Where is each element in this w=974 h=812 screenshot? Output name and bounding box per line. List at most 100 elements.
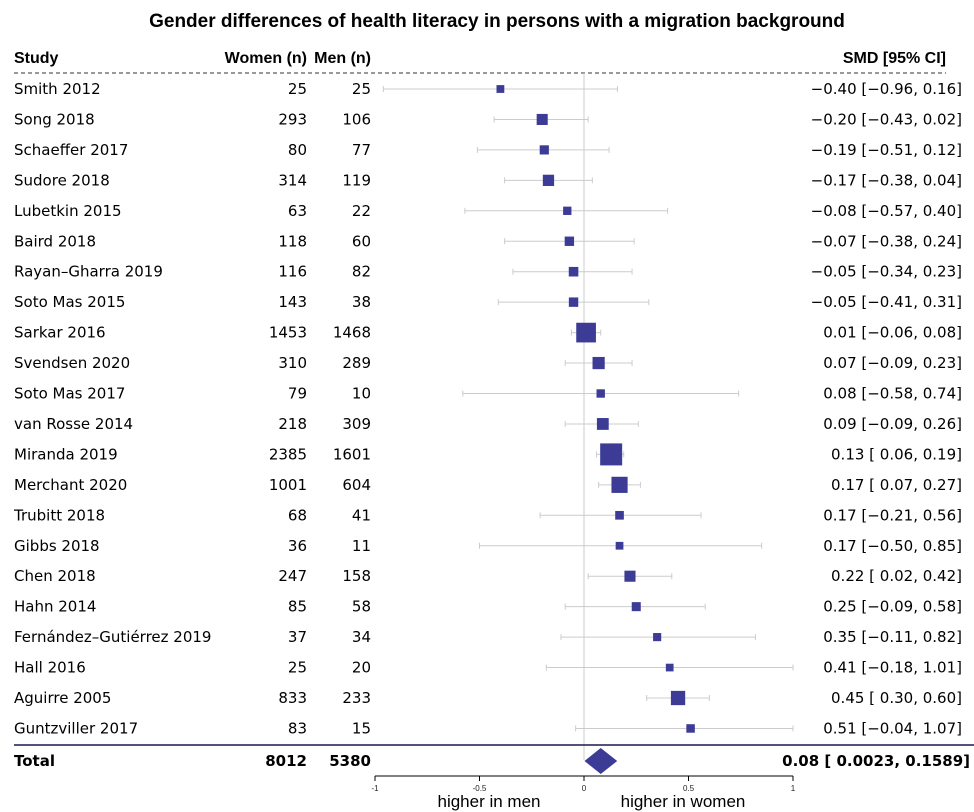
women-n: 247 [278,567,307,585]
women-n: 79 [288,385,307,403]
study-row: Trubitt 2018 68 41 0.17 [−0.21, 0.56] [13,506,962,524]
study-name: Guntzviller 2017 [14,719,138,737]
smd-ci-text: −0.05 [−0.34, 0.23] [811,263,962,281]
point-estimate [686,724,695,733]
men-n: 38 [352,293,371,311]
men-n: 289 [342,354,371,372]
point-estimate [615,510,624,520]
study-name: Trubitt 2018 [13,506,105,524]
pooled-estimate-diamond [584,748,618,774]
women-n: 80 [288,141,307,159]
study-row: Sudore 2018 314 119 −0.17 [−0.38, 0.04] [14,171,962,189]
women-n: 25 [288,659,307,677]
men-n: 60 [352,232,371,250]
smd-ci-text: 0.35 [−0.11, 0.82] [823,628,962,646]
total-label: Total [14,752,55,770]
study-row: Gibbs 2018 36 11 0.17 [−0.50, 0.85] [14,537,962,555]
men-n: 10 [352,385,371,403]
study-name: Hahn 2014 [14,598,96,616]
x-axis-ticks: -1 -0.5 0 0.5 1 [371,776,796,793]
women-n: 37 [288,628,307,646]
women-n: 1453 [269,324,307,342]
x-tick-label: 0.5 [683,784,695,793]
study-name: Fernández–Gutiérrez 2019 [14,628,211,646]
women-n: 314 [278,171,307,189]
x-tick-label: -0.5 [473,784,487,793]
men-n: 158 [342,567,371,585]
axis-label-left: higher in men [437,792,540,811]
men-n: 82 [352,263,371,281]
header-smd: SMD [95% CI] [843,50,946,67]
men-n: 309 [342,415,371,433]
point-estimate [600,443,623,466]
smd-ci-text: 0.09 [−0.09, 0.26] [823,415,962,433]
smd-ci-text: −0.17 [−0.38, 0.04] [811,171,962,189]
men-n: 119 [342,171,371,189]
women-n: 118 [278,232,307,250]
men-n: 15 [352,719,371,737]
study-name: Merchant 2020 [14,476,127,494]
point-estimate [564,236,575,246]
study-row: Aguirre 2005 833 233 0.45 [ 0.30, 0.60] [14,689,962,707]
smd-ci-text: 0.25 [−0.09, 0.58] [823,598,962,616]
header-women: Women (n) [225,50,307,67]
point-estimate [624,570,636,582]
men-n: 22 [352,202,371,220]
men-n: 233 [342,689,371,707]
total-men: 5380 [329,752,371,770]
study-name: Aguirre 2005 [14,689,111,707]
smd-ci-text: 0.22 [ 0.02, 0.42] [831,567,962,585]
study-rows: Smith 2012 25 25 −0.40 [−0.96, 0.16] Song 20… [13,80,962,737]
women-n: 25 [288,80,307,98]
study-name: Schaeffer 2017 [14,141,128,159]
study-name: Sudore 2018 [14,171,110,189]
study-row: Fernández–Gutiérrez 2019 37 34 0.35 [−0.11,… [14,628,962,646]
study-name: Gibbs 2018 [14,537,100,555]
smd-ci-text: 0.17 [−0.21, 0.56] [823,506,962,524]
x-tick-label: 1 [791,784,796,793]
point-estimate [592,356,605,370]
study-row: Hall 2016 25 20 0.41 [−0.18, 1.01] [14,659,962,677]
study-name: Hall 2016 [14,659,86,677]
study-row: Soto Mas 2017 79 10 0.08 [−0.58, 0.74] [14,385,962,403]
point-estimate [665,663,674,672]
study-name: Chen 2018 [14,567,96,585]
smd-ci-text: 0.45 [ 0.30, 0.60] [831,689,962,707]
study-row: Miranda 2019 2385 1601 0.13 [ 0.06, 0.19] [14,443,962,466]
smd-ci-text: 0.01 [−0.06, 0.08] [823,324,962,342]
study-name: Miranda 2019 [14,445,118,463]
men-n: 41 [352,506,371,524]
smd-ci-text: −0.19 [−0.51, 0.12] [811,141,962,159]
women-n: 116 [278,263,307,281]
study-row: Hahn 2014 85 58 0.25 [−0.09, 0.58] [14,598,962,616]
smd-ci-text: 0.08 [−0.58, 0.74] [823,385,962,403]
point-estimate [611,476,628,493]
study-row: Merchant 2020 1001 604 0.17 [ 0.07, 0.27] [14,476,962,494]
women-n: 36 [288,537,307,555]
women-n: 68 [288,506,307,524]
men-n: 11 [352,537,371,555]
point-estimate [631,602,641,612]
x-tick-label: 0 [582,784,587,793]
study-name: Svendsen 2020 [14,354,130,372]
point-estimate [539,145,549,155]
study-row: Soto Mas 2015 143 38 −0.05 [−0.41, 0.31] [14,293,962,311]
total-women: 8012 [265,752,307,770]
study-name: Smith 2012 [14,80,101,98]
study-row: Svendsen 2020 310 289 0.07 [−0.09, 0.23] [14,354,962,372]
smd-ci-text: −0.20 [−0.43, 0.02] [811,110,962,128]
study-name: Sarkar 2016 [14,324,106,342]
smd-ci-text: −0.08 [−0.57, 0.40] [811,202,962,220]
axis-label-right: higher in women [621,792,746,811]
study-name: Rayan–Gharra 2019 [14,263,163,281]
study-name: Song 2018 [14,110,95,128]
smd-ci-text: −0.05 [−0.41, 0.31] [811,293,962,311]
point-estimate [596,389,605,398]
study-name: Baird 2018 [14,232,96,250]
women-n: 1001 [269,476,307,494]
women-n: 833 [278,689,307,707]
study-name: Lubetkin 2015 [14,202,122,220]
men-n: 58 [352,598,371,616]
point-estimate [542,174,555,186]
